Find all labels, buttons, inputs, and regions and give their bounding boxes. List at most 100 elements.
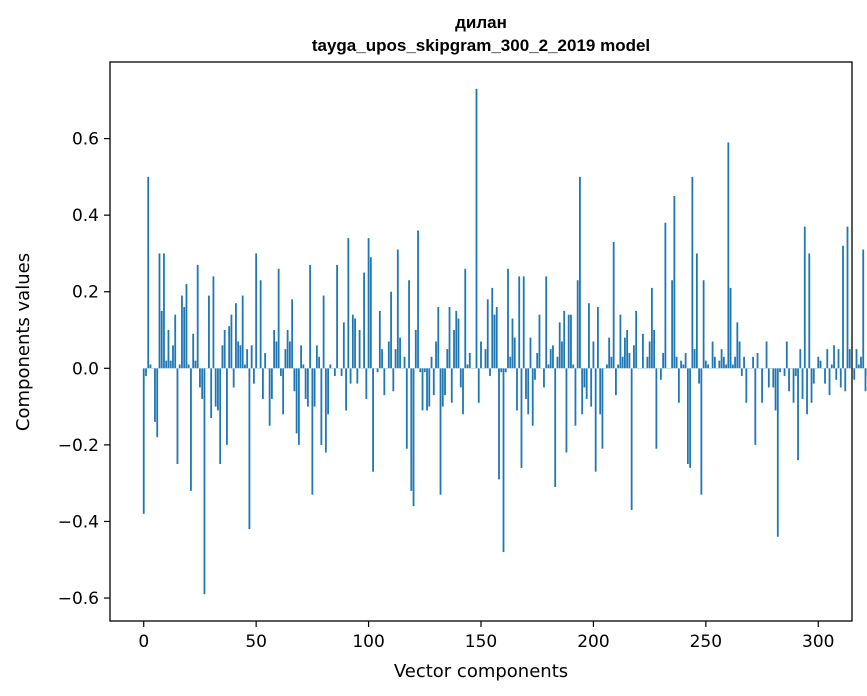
bar: [801, 368, 804, 399]
bar: [412, 368, 415, 507]
bar: [621, 356, 624, 369]
bar: [444, 368, 446, 396]
bar: [349, 368, 352, 384]
y-tick-label: 0.2: [72, 283, 99, 303]
bar: [462, 368, 464, 415]
bar: [421, 368, 424, 411]
bar: [250, 345, 253, 369]
bar: [354, 318, 356, 369]
bar: [468, 352, 471, 369]
bar: [511, 318, 514, 369]
y-tick-label: −0.6: [58, 589, 99, 609]
bar: [754, 368, 757, 445]
x-axis-ticks: 0 50 100 150 200 250 300: [138, 621, 834, 652]
bar: [633, 345, 635, 369]
bar: [630, 368, 633, 510]
bar: [785, 341, 788, 369]
bar: [673, 196, 676, 369]
bar: [646, 356, 649, 369]
bar: [477, 368, 480, 403]
bar: [239, 345, 242, 369]
bar: [441, 368, 444, 407]
bar: [174, 314, 177, 369]
bar: [839, 368, 842, 388]
bar: [475, 88, 478, 369]
bar: [356, 368, 359, 384]
bar: [311, 368, 314, 495]
bar: [165, 360, 168, 369]
bar: [842, 245, 844, 369]
bar: [522, 276, 525, 369]
bar: [403, 356, 406, 369]
y-tick-label: 0.0: [72, 359, 99, 379]
bar: [432, 368, 435, 396]
bar: [727, 142, 730, 369]
bar: [601, 368, 604, 449]
bar: [363, 272, 365, 369]
bar: [167, 330, 170, 369]
bar: [552, 345, 554, 369]
bar: [169, 360, 172, 369]
bar: [147, 176, 150, 369]
bar: [367, 238, 370, 369]
bar: [653, 330, 656, 369]
bar: [677, 368, 680, 403]
bar: [223, 330, 226, 369]
bar: [799, 349, 802, 369]
y-tick-label: 0.6: [72, 130, 99, 150]
bar: [860, 356, 862, 369]
bar: [345, 368, 347, 411]
bar: [846, 226, 849, 369]
bar: [212, 276, 215, 369]
x-tick-label: 300: [802, 632, 834, 652]
bar: [612, 241, 615, 369]
bar: [828, 368, 831, 396]
bar: [315, 345, 318, 369]
bar: [282, 368, 285, 415]
bar: [702, 280, 705, 369]
bar: [208, 295, 210, 369]
bar: [396, 249, 399, 369]
bar: [336, 264, 338, 369]
bar: [583, 368, 586, 388]
bar: [300, 345, 303, 369]
bar: [199, 368, 201, 388]
bar: [738, 341, 741, 369]
bar: [351, 314, 354, 369]
bar: [408, 280, 410, 369]
bar: [324, 368, 327, 453]
bar: [752, 356, 754, 369]
bar: [720, 349, 723, 369]
bar: [641, 333, 644, 369]
bar: [695, 253, 698, 369]
bar: [547, 364, 550, 369]
bar: [419, 368, 422, 373]
bar: [439, 368, 442, 495]
bar: [486, 299, 489, 369]
bar: [817, 356, 820, 369]
bar: [561, 341, 563, 369]
bar: [369, 257, 372, 369]
bar: [237, 341, 240, 369]
bar: [713, 356, 716, 369]
bar: [342, 322, 345, 369]
bar: [617, 364, 620, 369]
bar: [534, 368, 536, 380]
bar: [394, 349, 397, 369]
bar: [628, 352, 631, 369]
bar: [158, 253, 161, 369]
bar: [745, 368, 748, 403]
bar: [163, 253, 165, 369]
bar: [594, 368, 597, 472]
bar: [302, 364, 305, 369]
bar: [270, 368, 273, 399]
bar: [615, 368, 617, 396]
bar: [264, 352, 267, 369]
bar: [275, 341, 278, 369]
bar: [693, 349, 696, 369]
bar: [306, 368, 309, 407]
bar: [284, 349, 287, 369]
bar: [502, 368, 505, 553]
y-tick-label: −0.4: [58, 512, 99, 532]
bar: [531, 368, 534, 426]
